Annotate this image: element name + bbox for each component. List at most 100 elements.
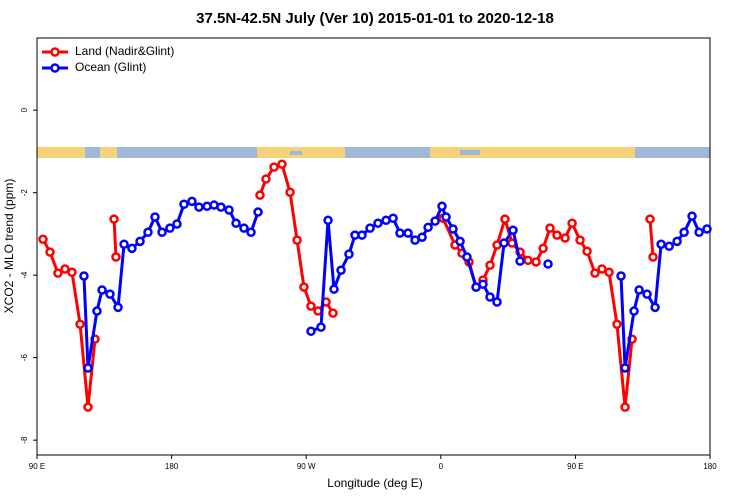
- data-point: [328, 308, 338, 318]
- data-point: [357, 230, 367, 240]
- data-point: [597, 264, 607, 274]
- series-line: [41, 162, 655, 408]
- data-point: [620, 402, 630, 412]
- data-point: [179, 199, 189, 209]
- data-point: [455, 236, 465, 247]
- x-axis-label: Longitude (deg E): [327, 476, 422, 490]
- data-point: [612, 319, 622, 329]
- data-point: [194, 202, 204, 212]
- data-point: [111, 252, 121, 262]
- data-point: [538, 243, 548, 254]
- data-point: [224, 205, 234, 215]
- data-point: [441, 212, 451, 222]
- data-point: [664, 241, 674, 252]
- data-point: [543, 259, 553, 269]
- data-point: [373, 218, 383, 228]
- data-point: [292, 235, 302, 245]
- data-point: [645, 214, 655, 224]
- plot-frame: [36, 37, 711, 456]
- data-point: [105, 289, 115, 299]
- data-point: [135, 236, 145, 247]
- data-point: [531, 257, 541, 267]
- data-point: [620, 363, 630, 373]
- data-point: [38, 234, 48, 245]
- data-point: [187, 196, 197, 207]
- y-tick-label: -8: [20, 436, 29, 444]
- y-tick-label: -2: [20, 189, 29, 197]
- x-tick-label: 90 W: [297, 462, 316, 471]
- data-point: [515, 256, 525, 266]
- data-point: [687, 211, 697, 221]
- data-point: [323, 215, 333, 226]
- data-point: [500, 214, 510, 224]
- data-point: [83, 363, 93, 373]
- data-point: [648, 252, 658, 262]
- data-point: [650, 302, 660, 313]
- data-point: [231, 218, 241, 228]
- data-point: [285, 187, 295, 198]
- data-point: [694, 227, 704, 238]
- data-point: [672, 236, 682, 247]
- data-point: [75, 319, 85, 329]
- data-point: [306, 326, 316, 337]
- data-point: [67, 267, 77, 278]
- data-point: [60, 264, 70, 274]
- data-point: [83, 402, 93, 412]
- data-point: [277, 159, 287, 169]
- data-point: [582, 246, 592, 256]
- legend-label: Land (Nadir&Glint): [75, 44, 174, 58]
- data-point: [462, 252, 472, 262]
- y-axis-label: XCO2 - MLO trend (ppm): [2, 179, 16, 314]
- y-tick-label: -4: [20, 271, 29, 279]
- data-point: [253, 207, 263, 217]
- data-point: [417, 232, 427, 242]
- data-point: [45, 247, 55, 257]
- data-point: [150, 212, 160, 222]
- data-point: [336, 265, 346, 275]
- data-point: [388, 213, 398, 223]
- data-point: [299, 282, 309, 292]
- legend-label: Ocean (Glint): [75, 60, 146, 74]
- data-point: [239, 223, 249, 233]
- data-point: [261, 174, 271, 184]
- x-tick-label: 0: [439, 462, 444, 471]
- data-point: [604, 267, 614, 278]
- data-point: [365, 223, 375, 233]
- x-tick-label: 180: [703, 462, 717, 471]
- data-point: [53, 268, 63, 278]
- data-point: [448, 224, 458, 234]
- data-point: [485, 260, 495, 271]
- legend-marker: [50, 47, 60, 57]
- data-point: [523, 255, 533, 266]
- data-point: [508, 225, 518, 235]
- data-point: [113, 302, 123, 313]
- data-point: [485, 292, 495, 302]
- data-point: [119, 239, 129, 249]
- data-point: [590, 268, 600, 278]
- data-point: [545, 223, 555, 233]
- data-point: [306, 301, 316, 311]
- data-point: [109, 214, 119, 224]
- data-point: [423, 222, 433, 233]
- data-point: [567, 218, 577, 228]
- data-point: [575, 235, 585, 245]
- data-point: [79, 271, 89, 281]
- x-tick-label: 90 E: [29, 462, 45, 471]
- data-point: [616, 271, 626, 281]
- x-tick-label: 90 E: [567, 462, 583, 471]
- data-point: [172, 219, 182, 229]
- data-point: [679, 227, 689, 238]
- data-point: [143, 227, 153, 238]
- data-point: [642, 289, 652, 299]
- legend-marker: [50, 63, 60, 73]
- data-point: [165, 223, 175, 233]
- data-point: [560, 233, 570, 243]
- data-point: [127, 243, 137, 254]
- data-point: [478, 279, 488, 289]
- data-point: [269, 162, 279, 172]
- data-point: [629, 306, 639, 316]
- data-point: [552, 230, 562, 240]
- data-point: [430, 216, 440, 226]
- data-point: [403, 228, 413, 238]
